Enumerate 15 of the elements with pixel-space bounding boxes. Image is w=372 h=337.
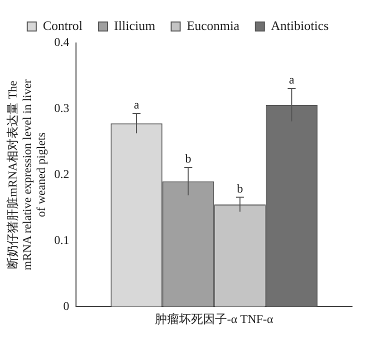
legend-label: Euconmia — [186, 18, 240, 33]
data-label: b — [236, 181, 243, 196]
y-axis-title: 断奶仔猪肝脏mRNA相对表达量 The mRNA relative expression level in liver of weaned piglets — [5, 79, 48, 270]
data-label: a — [289, 72, 296, 87]
legend-label: Illicium — [114, 18, 156, 33]
y-tick-label: 0.3 — [54, 101, 70, 116]
legend-label: Antibiotics — [270, 18, 329, 33]
data-label: b — [185, 152, 192, 166]
legend-label: Control — [42, 18, 83, 33]
y-tick-label: 0 — [63, 298, 70, 313]
y-tick-label: 0.2 — [54, 166, 70, 181]
y-tick-label: 0.4 — [54, 35, 70, 50]
x-tick-label: 肿瘤坏死因子-α TNF-α — [154, 312, 274, 326]
data-label: a — [134, 98, 140, 112]
y-tick-label: 0.1 — [54, 232, 70, 247]
